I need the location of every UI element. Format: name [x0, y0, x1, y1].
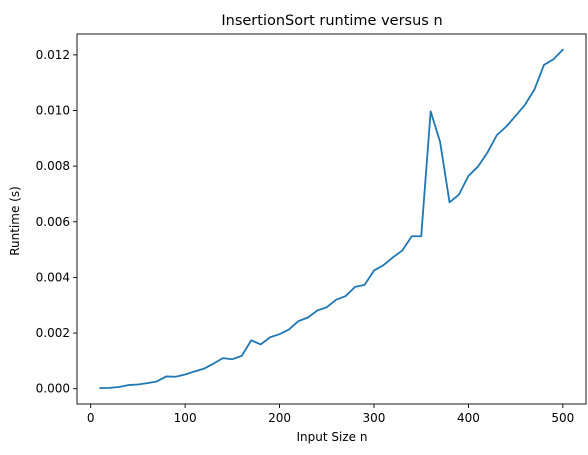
- y-tick-label: 0.004: [36, 270, 70, 284]
- x-tick-label: 400: [457, 411, 480, 425]
- y-tick-label: 0.008: [36, 159, 70, 173]
- y-tick-label: 0.006: [36, 215, 70, 229]
- y-tick-label: 0.002: [36, 326, 70, 340]
- x-tick-label: 0: [87, 411, 95, 425]
- y-tick-label: 0.000: [36, 382, 70, 396]
- axis-ticks: 0 100 200 300 400 500 0.000 0.002 0.004 0.006 0.00…: [36, 48, 575, 425]
- x-axis-label: Input Size n: [297, 430, 368, 444]
- y-tick-label: 0.012: [36, 48, 70, 62]
- y-tick-label: 0.010: [36, 104, 70, 118]
- x-tick-label: 300: [363, 411, 386, 425]
- x-tick-label: 500: [551, 411, 574, 425]
- x-tick-label: 100: [174, 411, 197, 425]
- chart-title: InsertionSort runtime versus n: [221, 13, 442, 29]
- series-line: [100, 50, 563, 389]
- x-tick-label: 200: [268, 411, 291, 425]
- y-axis-label: Runtime (s): [8, 186, 22, 256]
- plot-frame: [77, 34, 586, 404]
